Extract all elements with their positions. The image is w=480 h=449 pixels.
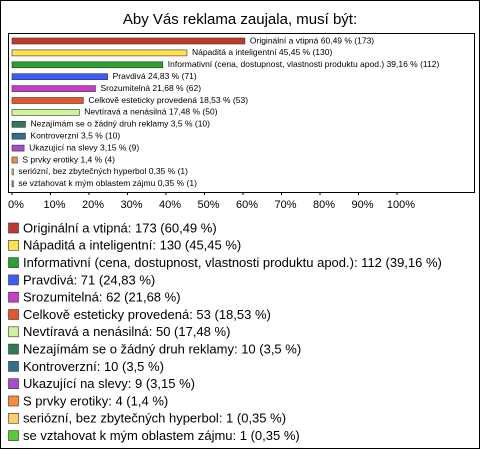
legend-label: Originální a vtipná: 173 (60,49 %) [23,220,217,235]
value-label: seriózní, bez zbytečných hyperbol 0,35 %… [18,166,188,176]
bar [11,144,25,152]
legend-label: Ukazující na slevy: 9 (3,15 %) [23,376,195,391]
bar [11,121,26,128]
value-label: S prvky erotiky 1,4 % (4) [22,154,115,164]
bar [11,61,164,69]
x-tick-label: 0% [8,199,24,211]
legend-swatch [8,222,19,234]
legend-label: Nápaditá a inteligentní: 130 (45,45 %) [23,238,241,253]
legend-label: Srozumitelná: 62 (21,68 %) [23,290,181,305]
value-label: se vztahovat k mým oblastem zájmu 0,35 %… [18,178,197,188]
legend-swatch [8,257,19,268]
x-tick-label: 70% [274,199,296,211]
legend-label: Kontroverzní: 10 (3,5 %) [23,359,164,374]
x-tick-label: 100% [387,199,415,211]
bar [11,132,26,140]
bar [11,156,18,164]
legend-swatch [8,343,19,355]
legend-swatch [8,395,19,407]
legend-swatch [8,361,19,372]
x-tick-label: 40% [159,199,181,211]
legend-swatch [8,240,19,251]
legend-label: se vztahovat k mým oblastem zájmu: 1 (0,… [23,428,300,443]
legend-label: Pravdivá: 71 (24,83 %) [23,272,155,287]
x-tick-label: 60% [236,199,258,211]
legend-swatch [8,430,19,441]
value-label: Srozumitelná 21,68 % (62) [100,83,201,93]
value-label: Nápaditá a inteligentní 45,45 % (130) [192,47,333,57]
bar [11,109,80,116]
x-tick-label: 30% [120,199,142,211]
bar [11,168,14,176]
value-label: Celkově esteticky provedená 18,53 % (53) [88,95,248,105]
legend-swatch [8,291,19,303]
x-tick-label: 20% [82,199,104,211]
legend-label: seriózní, bez zbytečných hyperbol: 1 (0,… [23,411,286,426]
bar [11,85,96,92]
bar [11,49,188,57]
legend-label: Nevtíravá a nenásilná: 50 (17,48 %) [23,324,230,339]
value-label: Pravdivá 24,83 % (71) [113,71,197,81]
legend-swatch [8,378,19,390]
bar [11,73,108,80]
legend-label: Nezajímám se o žádný druh reklamy: 10 (3… [23,342,301,357]
value-label: Originální a vtipná 60,49 % (173) [250,35,374,45]
legend-swatch [8,412,19,424]
x-tick-label: 90% [351,199,373,211]
chart-title: Aby Vás reklama zaujala, musí být: [123,11,357,28]
x-tick-label: 50% [197,199,219,211]
x-tick-label: 10% [43,199,65,211]
bar [11,180,14,188]
legend-swatch [8,274,19,286]
legend-label: Informativní (cena, dostupnost, vlastnos… [23,255,442,270]
legend-label: Celkově esteticky provedená: 53 (18,53 %… [23,307,271,322]
value-label: Ukazující na slevy 3,15 % (9) [29,142,139,152]
bar [11,37,246,45]
legend-swatch [8,326,19,338]
bar [11,97,84,104]
value-label: Informativní (cena, dostupnost, vlastnos… [168,59,440,69]
legend-swatch [8,309,19,320]
value-label: Nezajímám se o žádný druh reklamy 3,5 % … [30,119,210,129]
value-label: Kontroverzní 3,5 % (10) [30,130,120,140]
legend-label: S prvky erotiky: 4 (1,4 %) [23,393,168,408]
x-tick-label: 80% [313,199,335,211]
plot-area [8,33,475,193]
value-label: Nevtíravá a nenásilná 17,48 % (50) [84,107,217,117]
